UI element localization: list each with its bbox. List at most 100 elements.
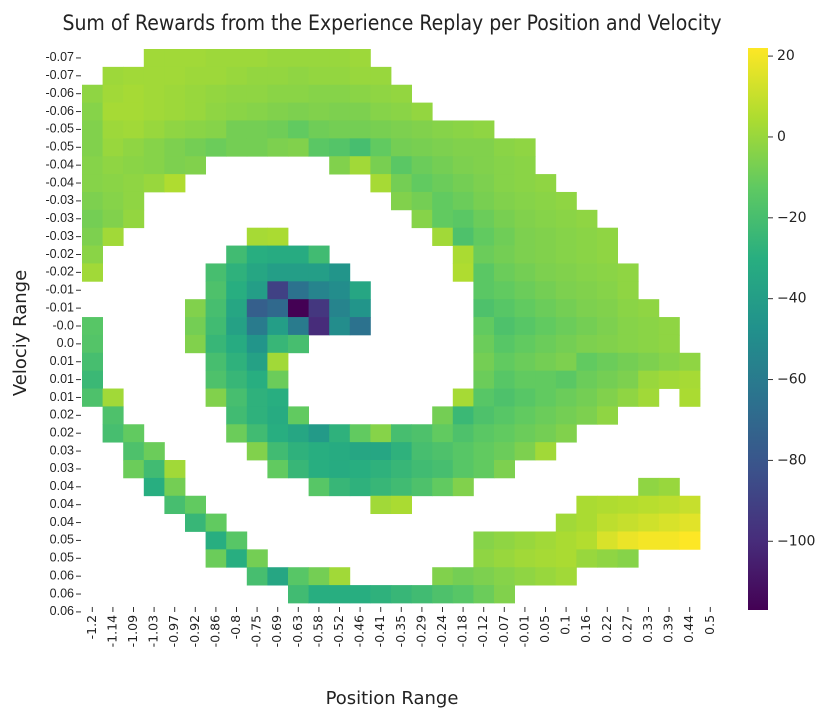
- x-tick-label: -0.41: [372, 615, 387, 647]
- heat-cell: [535, 317, 557, 336]
- heat-cell: [473, 281, 495, 300]
- heat-cell: [246, 281, 268, 300]
- heat-cell: [514, 263, 536, 282]
- x-tick-label: -1.2: [84, 615, 99, 639]
- heat-cell: [205, 84, 227, 104]
- heat-cell: [391, 477, 412, 497]
- heat-cell: [308, 567, 330, 586]
- heat-cell: [123, 102, 145, 121]
- heat-cell: [535, 370, 557, 389]
- heat-cell: [349, 49, 371, 68]
- heat-cell: [246, 388, 268, 407]
- heat-cell: [288, 406, 309, 425]
- heat-cell: [164, 156, 186, 175]
- y-tick-label: 0.06: [50, 586, 74, 600]
- heat-cell: [329, 585, 351, 604]
- heat-cell: [452, 245, 474, 264]
- heat-cell: [514, 191, 536, 211]
- heat-cell: [164, 174, 186, 193]
- x-tick-label: -0.69: [269, 615, 284, 647]
- heat-cell: [452, 424, 474, 443]
- heat-cell: [288, 317, 309, 336]
- heat-cell: [123, 138, 145, 157]
- heat-cell: [164, 102, 186, 121]
- x-tick-label: -1.09: [125, 615, 140, 647]
- heat-cell: [123, 460, 145, 479]
- heat-cell: [185, 299, 206, 318]
- heat-cell: [349, 120, 371, 139]
- heat-cell: [246, 567, 268, 586]
- heat-cell: [432, 567, 454, 586]
- x-tick-label: -1.03: [146, 615, 161, 647]
- heat-cell: [617, 352, 639, 372]
- heat-cell: [658, 477, 680, 497]
- y-tick-label: 0.01: [50, 372, 74, 386]
- heat-cell: [143, 120, 165, 139]
- heat-cell: [205, 317, 227, 336]
- heat-cell: [494, 263, 515, 282]
- heat-cell: [597, 531, 618, 550]
- heat-cell: [246, 66, 268, 86]
- heat-cell: [123, 191, 145, 211]
- heat-cell: [658, 317, 680, 336]
- heat-cell: [267, 299, 289, 318]
- heat-cell: [267, 138, 289, 157]
- heat-cell: [597, 317, 618, 336]
- x-tick-label: 0.27: [619, 615, 634, 643]
- heat-cell: [370, 460, 392, 479]
- heat-cell: [494, 567, 515, 586]
- heat-cell: [576, 299, 598, 318]
- heat-cell: [391, 120, 412, 139]
- heat-cell: [308, 49, 330, 68]
- heat-cell: [82, 388, 103, 407]
- heat-cell: [82, 102, 103, 121]
- heat-cell: [164, 49, 186, 68]
- heat-cell: [308, 245, 330, 264]
- heat-cell: [226, 263, 248, 282]
- heat-cell: [535, 245, 557, 264]
- heat-cell: [123, 156, 145, 175]
- heat-cell: [288, 442, 309, 461]
- heat-cell: [267, 442, 289, 461]
- heat-cell: [452, 567, 474, 586]
- heat-cell: [452, 460, 474, 479]
- heat-cell: [597, 388, 618, 407]
- colorbar-tick-label: 0: [777, 129, 786, 145]
- heat-cell: [143, 102, 165, 121]
- heat-cell: [452, 263, 474, 282]
- heat-cell: [349, 156, 371, 175]
- heat-cell: [473, 191, 495, 211]
- heat-cell: [679, 531, 701, 550]
- heat-cell: [494, 334, 515, 354]
- heat-cell: [288, 424, 309, 443]
- heat-cell: [288, 245, 309, 264]
- heat-cell: [597, 513, 618, 532]
- heat-cell: [411, 191, 433, 211]
- heat-cell: [473, 531, 495, 550]
- x-tick-label: -1.14: [104, 615, 119, 647]
- heat-cell: [123, 66, 145, 86]
- y-tick-label: -0.04: [46, 157, 75, 171]
- heat-cell: [576, 352, 598, 372]
- heat-cell: [494, 317, 515, 336]
- y-tick-label: 0.02: [50, 426, 74, 440]
- heat-cell: [143, 138, 165, 157]
- heat-cell: [329, 299, 351, 318]
- heat-cell: [473, 227, 495, 246]
- heat-cell: [432, 174, 454, 193]
- heat-cell: [185, 495, 206, 515]
- heat-cell: [205, 138, 227, 157]
- heat-cell: [82, 174, 103, 193]
- heat-cell: [226, 120, 248, 139]
- heat-cell: [267, 460, 289, 479]
- heat-cell: [555, 263, 577, 282]
- heat-cell: [205, 102, 227, 121]
- heat-cell: [638, 317, 660, 336]
- heat-cell: [308, 477, 330, 497]
- heat-cell: [432, 585, 454, 604]
- heat-cell: [205, 388, 227, 407]
- y-axis-title: Velociy Range: [10, 270, 31, 396]
- colorbar-tick-label: −40: [777, 291, 807, 307]
- heat-cell: [494, 460, 515, 479]
- heat-cell: [288, 299, 309, 318]
